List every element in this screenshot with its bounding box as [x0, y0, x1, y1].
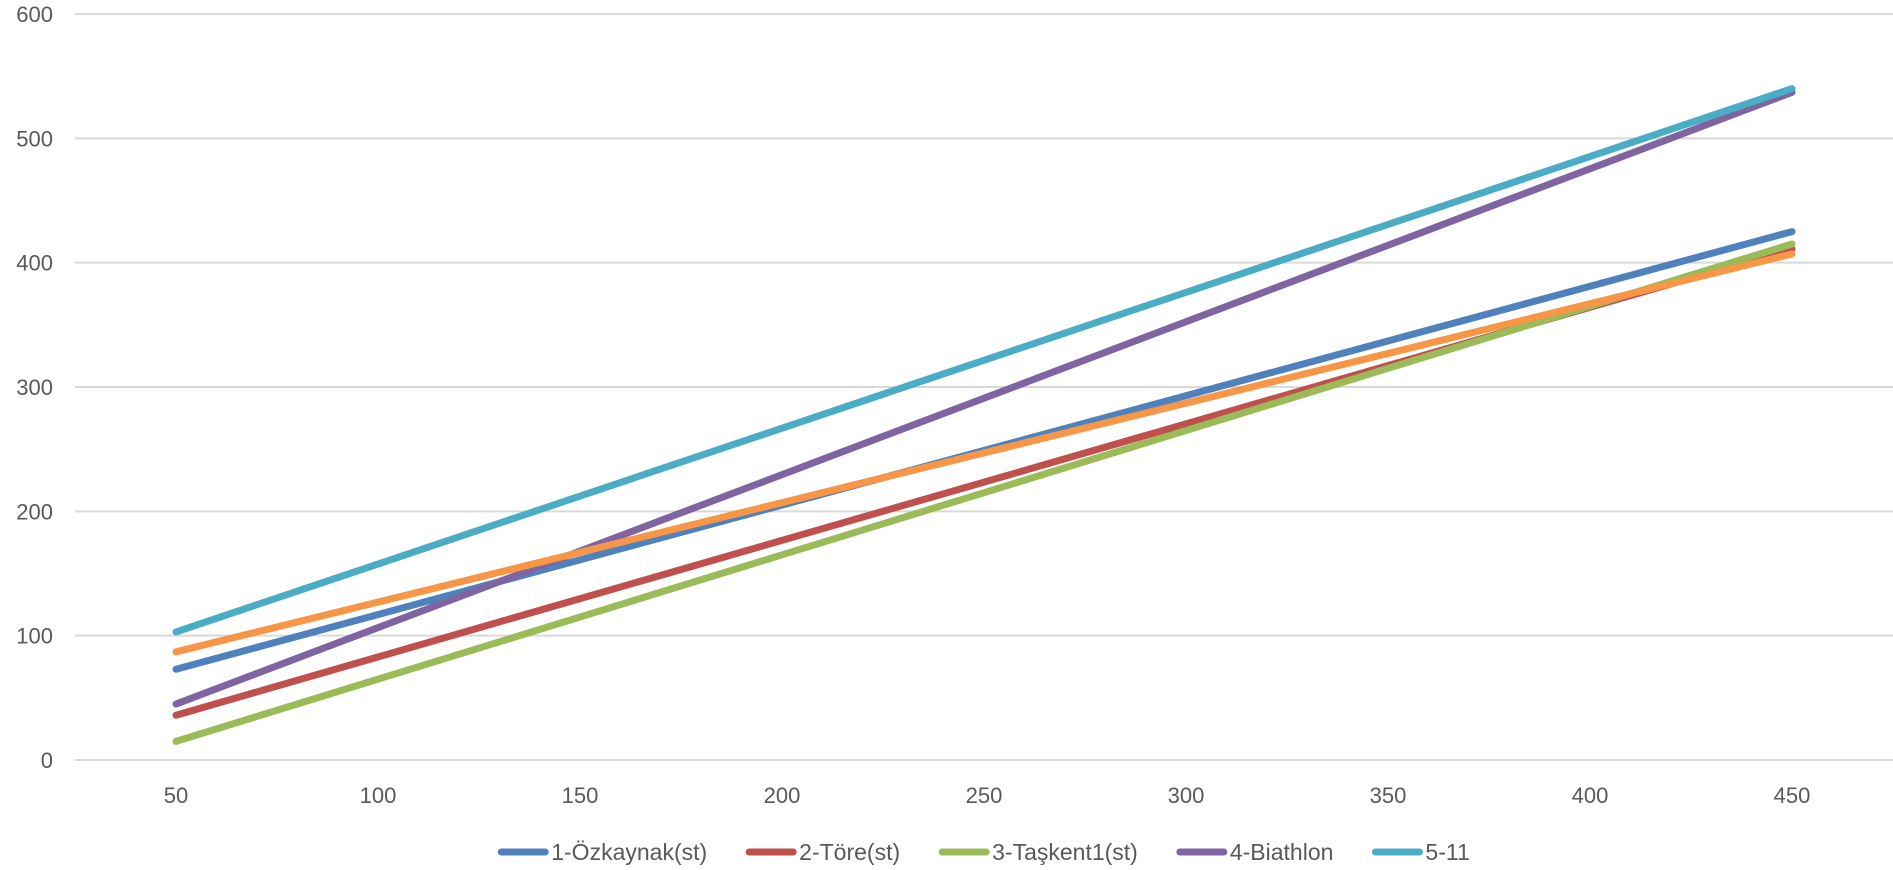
y-tick-label: 500: [16, 126, 53, 151]
x-tick-label: 100: [360, 783, 397, 808]
gridlines: [75, 13, 1893, 761]
y-tick-label: 100: [16, 624, 53, 649]
y-tick-label: 300: [16, 375, 53, 400]
series-line-5: [172, 85, 1796, 636]
x-axis: 50 100 150 200 250 300 350 400 450: [164, 783, 1811, 808]
x-tick-label: 200: [764, 783, 801, 808]
x-tick-label: 300: [1168, 783, 1205, 808]
series-line-6: [172, 250, 1796, 656]
y-tick-label: 200: [16, 499, 53, 524]
plot-area: [172, 85, 1796, 745]
legend-item: 2-Töre(st): [745, 839, 900, 865]
legend-item: 4-Biathlon: [1176, 839, 1334, 865]
legend-label: 3-Taşkent1(st): [992, 839, 1138, 865]
series-line-4: [172, 88, 1796, 708]
y-tick-label: 600: [16, 2, 53, 27]
legend-item: 3-Taşkent1(st): [938, 839, 1138, 865]
legend: 1-Özkaynak(st) 2-Töre(st) 3-Taşkent1(st) 4-…: [497, 839, 1470, 865]
legend-label: 5-11: [1425, 839, 1469, 865]
series-line-3: [172, 240, 1796, 745]
legend-label: 1-Özkaynak(st): [551, 839, 707, 865]
legend-label: 2-Töre(st): [799, 839, 900, 865]
x-tick-label: 150: [562, 783, 599, 808]
legend-label: 4-Biathlon: [1230, 839, 1334, 865]
legend-item: 1-Özkaynak(st): [497, 839, 707, 865]
legend-item: 5-11: [1371, 839, 1470, 865]
x-tick-label: 450: [1774, 783, 1811, 808]
x-tick-label: 350: [1370, 783, 1407, 808]
x-tick-label: 50: [164, 783, 188, 808]
y-axis: 0 100 200 300 400 500 600: [16, 2, 53, 773]
y-tick-label: 400: [16, 251, 53, 276]
x-tick-label: 250: [966, 783, 1003, 808]
x-tick-label: 400: [1572, 783, 1609, 808]
y-tick-label: 0: [41, 748, 53, 773]
